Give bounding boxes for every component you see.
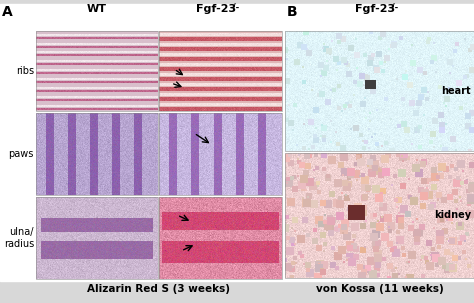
Bar [36, 31, 158, 111]
Text: Fgf-23: Fgf-23 [196, 4, 237, 14]
Text: ribs: ribs [16, 66, 34, 76]
Text: Fgf-23: Fgf-23 [356, 4, 396, 14]
Bar [159, 113, 282, 195]
Bar [36, 113, 158, 195]
Bar [159, 31, 282, 111]
Text: WT: WT [87, 4, 107, 14]
Bar [159, 197, 282, 279]
Text: von Kossa (11 weeks): von Kossa (11 weeks) [316, 284, 443, 294]
Text: paws: paws [9, 149, 34, 159]
Text: Alizarin Red S (3 weeks): Alizarin Red S (3 weeks) [88, 284, 230, 294]
Text: kidney: kidney [434, 211, 471, 221]
Text: ulna/
radius: ulna/ radius [4, 227, 34, 249]
Text: B: B [287, 5, 298, 19]
Bar [36, 197, 158, 279]
Text: A: A [2, 5, 13, 19]
Text: -/-: -/- [229, 2, 240, 11]
Bar [285, 31, 474, 151]
Bar [285, 153, 474, 278]
Text: -/-: -/- [388, 2, 399, 11]
Text: heart: heart [441, 86, 471, 96]
